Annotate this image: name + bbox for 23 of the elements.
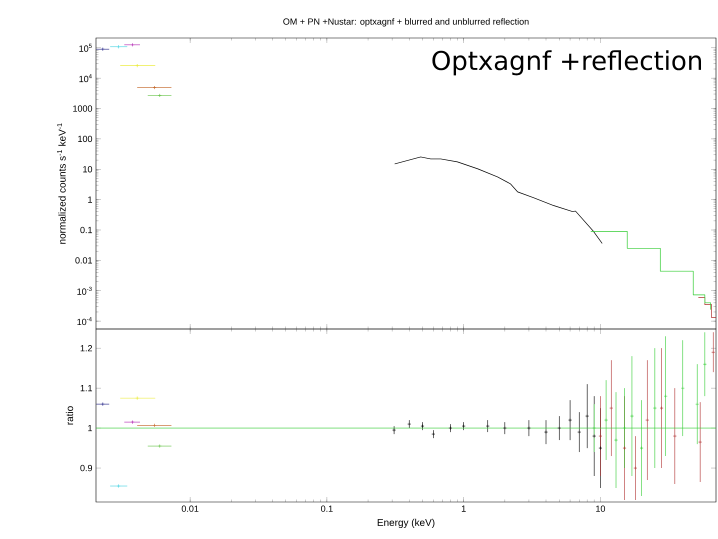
y-tick-label: 0.1: [80, 226, 92, 234]
y-tick-label: 100: [78, 136, 92, 142]
y-tick-label: 1000: [73, 105, 92, 112]
x-tick-label: 0.1: [321, 506, 333, 512]
y-tick-label: 10: [83, 166, 92, 172]
x-axis-title: Energy (keV): [378, 518, 434, 528]
y-tick-label: 10$^{-4}$: [77, 317, 92, 326]
x-tick-label: 0.01: [182, 506, 198, 512]
chart-title: OM + PN +Nustar: optxagnf + blurred and unblurred reflection: [283, 18, 529, 26]
y-tick-label: 10$^{-3}$: [77, 286, 92, 295]
y-tick-label: 1: [88, 425, 92, 432]
y-tick-label: 1.2: [80, 345, 92, 352]
y-tick-label: 10$^{5}$: [79, 44, 92, 52]
y-tick-label: 10$^{4}$: [79, 74, 92, 82]
y-tick-label: 0.9: [80, 464, 92, 472]
y-tick-label: 1.1: [80, 385, 92, 392]
y-axis-title: normalized counts s$^{-1}$ keV$^{-1}$: [57, 123, 66, 244]
x-tick-label: 1: [462, 506, 466, 512]
x-tick-label: 10: [596, 506, 606, 512]
y-tick-label: 0.01: [75, 257, 92, 264]
y-axis-title: ratio: [66, 406, 74, 425]
y-tick-label: 1: [88, 196, 92, 203]
annotation: Optxagnf +reflection: [432, 50, 702, 76]
